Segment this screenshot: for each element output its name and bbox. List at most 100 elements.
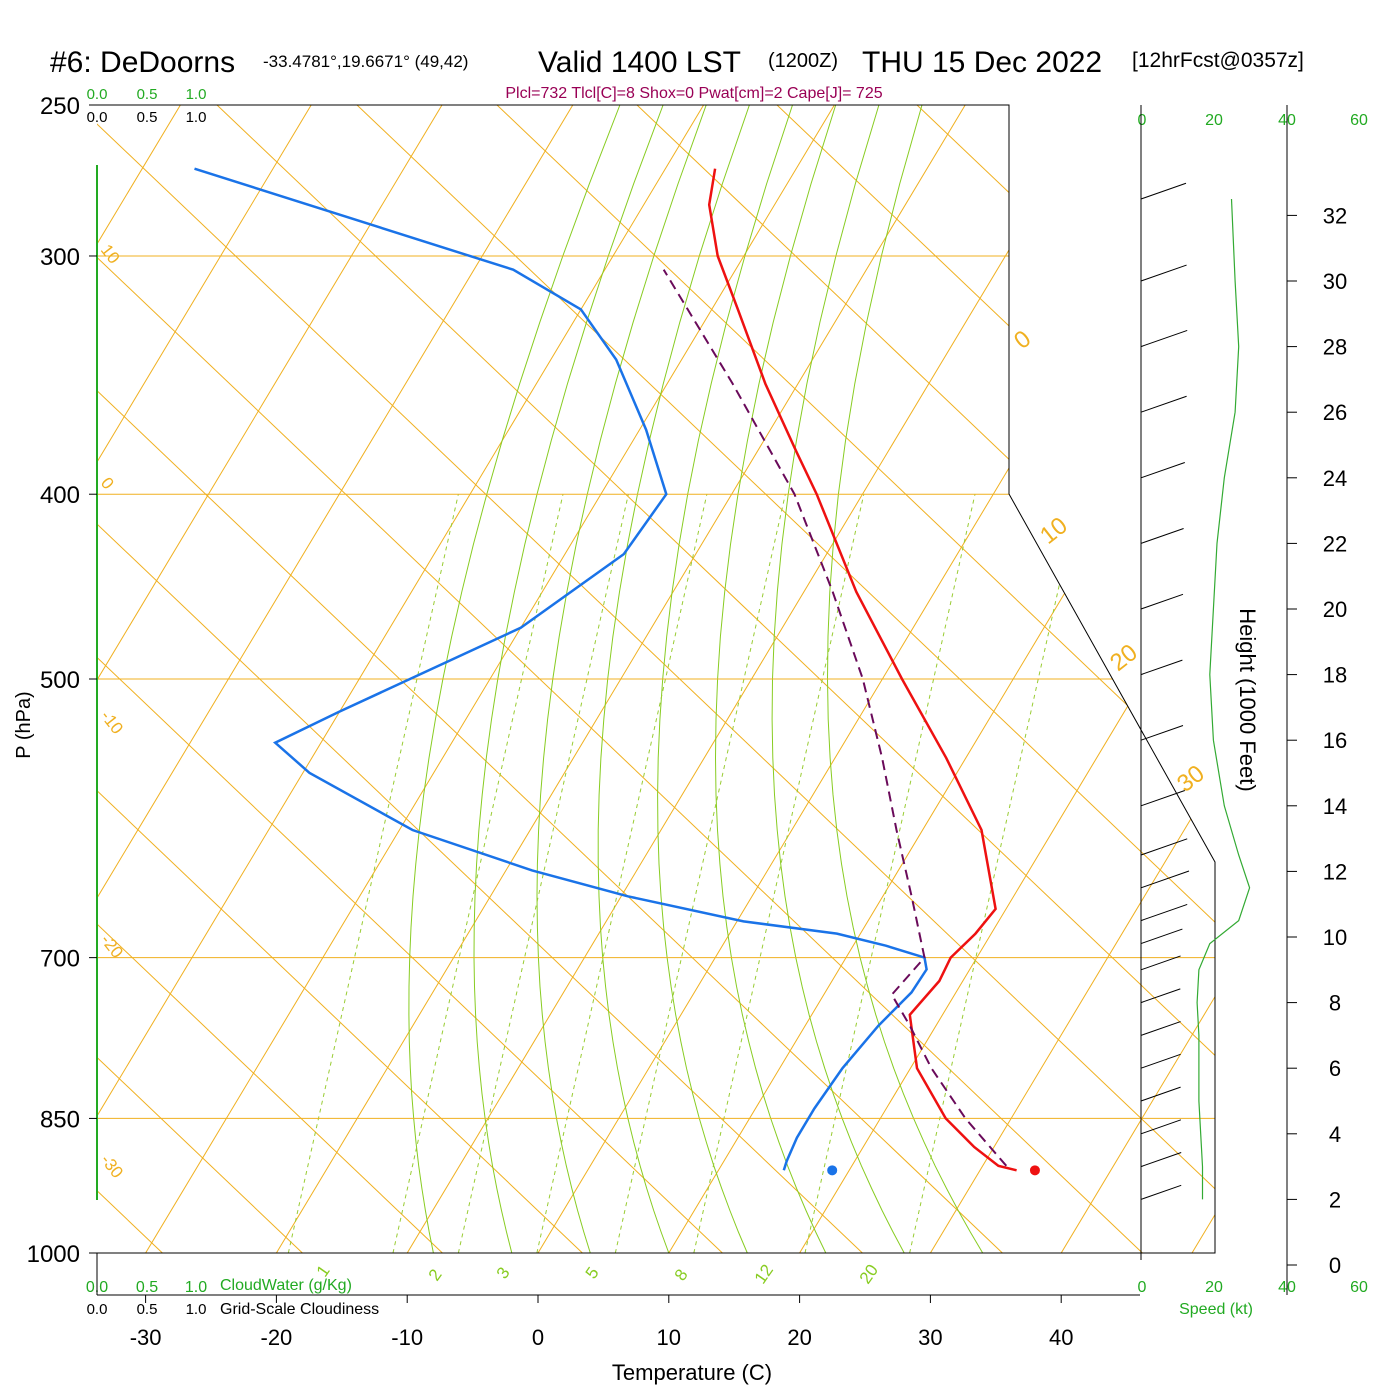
speed-top-60: 60 <box>1350 112 1368 129</box>
wind-barb <box>1140 395 1187 413</box>
speed-bottom-0: 0 <box>1138 1279 1147 1296</box>
mixing-ratio-line <box>804 494 976 1253</box>
height-tick-label: 28 <box>1323 335 1347 360</box>
height-tick-label: 24 <box>1323 466 1347 491</box>
wind-barb <box>1140 1152 1182 1168</box>
wind-barb <box>1140 928 1183 945</box>
height-tick-label: 4 <box>1329 1122 1341 1147</box>
zulu-time: (1200Z) <box>768 50 838 72</box>
x-tick-label: -20 <box>261 1325 293 1350</box>
wind-barb <box>1140 870 1190 889</box>
plot-frame <box>96 104 1288 1296</box>
height-tick-label: 12 <box>1323 859 1347 884</box>
pressure-tick-label: 400 <box>40 482 80 509</box>
speed-top-0: 0 <box>1138 112 1147 129</box>
moist-adiabat-line <box>826 105 984 1253</box>
pressure-tick-label: 500 <box>40 667 80 694</box>
cloud-bottom-green-1: 0.5 <box>136 1279 158 1296</box>
wind-barb <box>1140 659 1183 676</box>
wind-barb <box>1140 903 1188 922</box>
height-tick-label: 30 <box>1323 269 1347 294</box>
x-tick-label: 10 <box>657 1325 681 1350</box>
wind-barb <box>1140 329 1188 348</box>
dewpoint-line <box>194 167 928 1171</box>
height-tick-label: 14 <box>1323 794 1347 819</box>
speed-bottom-60: 60 <box>1350 1279 1368 1296</box>
wind-barb <box>1140 461 1185 479</box>
cloud-top-green-1: 0.5 <box>137 86 158 103</box>
height-tick-label: 22 <box>1323 531 1347 556</box>
speed-bottom-20: 20 <box>1205 1279 1223 1296</box>
mixing-ratio-line <box>287 494 459 1253</box>
wind-barb <box>1140 593 1184 610</box>
cloud-top-green-2: 1.0 <box>186 86 207 103</box>
forecast-run: [12hrFcst@0357z] <box>1132 49 1304 72</box>
wind-barb <box>1140 528 1184 544</box>
wind-barb <box>1140 838 1188 856</box>
sounding-series <box>194 167 1017 1172</box>
x-axis-title: Temperature (C) <box>612 1360 772 1385</box>
background-lines <box>97 105 1215 1253</box>
cloudiness-label: Grid-Scale Cloudiness <box>220 1301 379 1318</box>
surface-temperature-marker <box>1029 1165 1040 1176</box>
wind-speed-line <box>1196 198 1251 1200</box>
height-axis-title: Height (1000 Feet) <box>1235 608 1260 791</box>
wind-barb <box>1140 1184 1182 1200</box>
height-tick-label: 0 <box>1329 1253 1341 1278</box>
height-tick-label: 18 <box>1323 663 1347 688</box>
isotherm-line <box>97 105 312 1253</box>
title-row: #6: DeDoorns -33.4781°,19.6671° (49,42) … <box>50 46 1304 102</box>
station-coords: -33.4781°,19.6671° (49,42) <box>263 52 468 71</box>
dry-adiabat-line <box>636 105 1215 1253</box>
isotherm-line <box>929 105 1215 1253</box>
x-tick-label: 0 <box>532 1325 544 1350</box>
wind-barb <box>1140 1021 1181 1036</box>
pressure-tick-label: 700 <box>40 946 80 973</box>
x-tick-label: 20 <box>787 1325 811 1350</box>
cloud-scale-bottom: 0.0 0.5 1.0 CloudWater (g/Kg) 0.0 0.5 1.… <box>86 1277 379 1318</box>
x-tick-label: 40 <box>1049 1325 1073 1350</box>
cloud-top-black-0: 0.0 <box>87 109 108 126</box>
mixing-ratio-line <box>536 494 708 1253</box>
height-tick-label: 16 <box>1323 728 1347 753</box>
forecast-date: THU 15 Dec 2022 <box>862 46 1102 79</box>
height-tick-label: 10 <box>1323 925 1347 950</box>
wind-barb <box>1140 1119 1182 1135</box>
axis-ticks: -30 -20 -10 0 10 20 30 402503004005007008501000… <box>27 93 1348 1350</box>
height-tick-label: 6 <box>1329 1056 1341 1081</box>
wind-barb <box>1140 955 1181 971</box>
surface-markers <box>827 1165 1040 1176</box>
height-tick-label: 20 <box>1323 597 1347 622</box>
wind-barb <box>1140 264 1187 282</box>
x-tick-label: 30 <box>918 1325 942 1350</box>
speed-axis-label: Speed (kt) <box>1179 1301 1253 1318</box>
surface-dewpoint-marker <box>827 1165 838 1176</box>
wind-barb <box>1140 988 1181 1004</box>
wind-barb <box>1140 725 1184 741</box>
dry-adiabat-line <box>776 105 1215 1253</box>
pressure-tick-label: 1000 <box>27 1241 80 1268</box>
x-tick-label: -30 <box>130 1325 162 1350</box>
mixing-ratio-line <box>614 494 786 1253</box>
cloud-bottom-black-1: 0.5 <box>137 1301 158 1318</box>
wind-barb <box>1140 789 1185 807</box>
height-tick-label: 2 <box>1329 1187 1341 1212</box>
cloud-top-black-1: 0.5 <box>137 109 158 126</box>
dry-adiabat-line <box>97 105 303 1253</box>
mixing-ratio-line <box>457 494 629 1253</box>
moist-adiabat-line <box>473 105 664 1253</box>
cloudwater-label: CloudWater (g/Kg) <box>220 1277 352 1294</box>
mixing-ratio-line <box>392 494 564 1253</box>
mixing-ratio-line <box>693 494 865 1253</box>
pressure-tick-label: 300 <box>40 244 80 271</box>
station-name: #6: DeDoorns <box>50 46 235 79</box>
pressure-tick-label: 250 <box>40 93 80 120</box>
dry-adiabat-line <box>97 105 443 1253</box>
cloud-bottom-green-2: 1.0 <box>185 1279 207 1296</box>
wind-barb <box>1140 182 1187 200</box>
height-tick-label: 32 <box>1323 203 1347 228</box>
speed-top-20: 20 <box>1205 112 1223 129</box>
y-axis-title: P (hPa) <box>13 691 35 758</box>
dry-adiabat-line <box>97 105 583 1253</box>
